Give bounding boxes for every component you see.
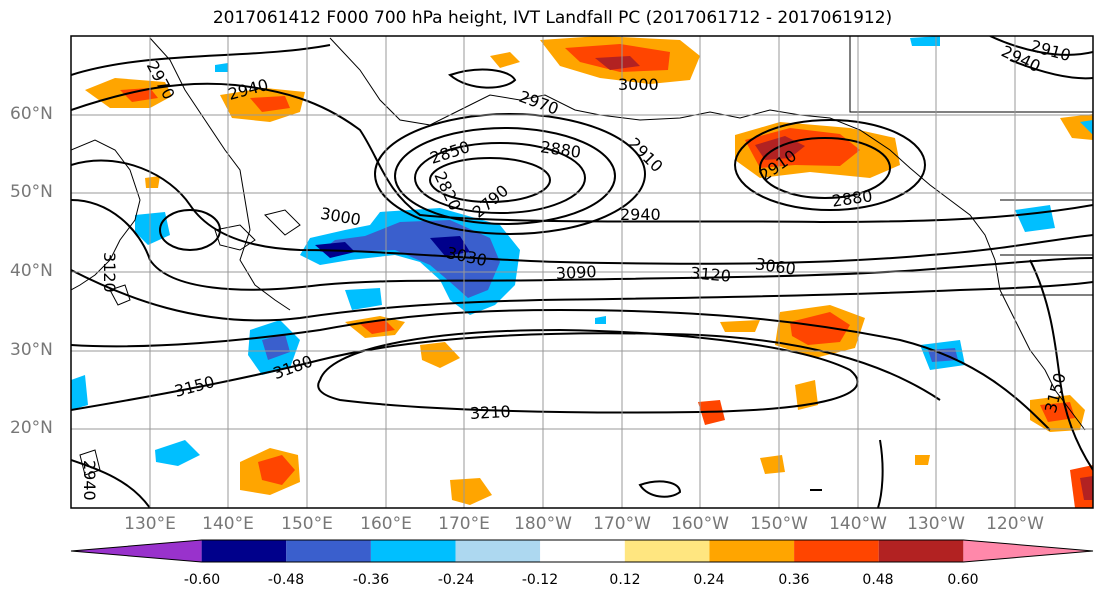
lon-label-150e: 150°E [281, 514, 333, 534]
colorbar-segment [455, 540, 541, 562]
lon-label-130w: 130°W [907, 514, 965, 534]
colorbar-tick-label: 0.48 [862, 572, 894, 588]
contour-label: 3000 [618, 75, 659, 94]
colorbar-tick-label: 0.24 [693, 572, 725, 588]
lon-label-130e: 130°E [124, 514, 176, 534]
colorbar-segment [286, 540, 371, 562]
height-contours [71, 36, 1093, 508]
contour-label: 3090 [555, 262, 597, 283]
contour-label: 3120 [100, 252, 119, 293]
colorbar-segment [540, 540, 625, 562]
lon-label-140w: 140°W [829, 514, 887, 534]
contour-label: 2940 [620, 205, 661, 224]
map-title: 2017061412 F000 700 hPa height, IVT Land… [212, 8, 893, 28]
colorbar-tick-label: -0.12 [521, 572, 559, 588]
lat-label-30n: 30°N [10, 340, 53, 360]
colorbar-tick-label: -0.60 [183, 572, 221, 588]
colorbar [70, 539, 1094, 563]
contour-label: 3210 [469, 402, 511, 423]
colorbar-tick-label: 0.12 [609, 572, 641, 588]
colorbar-tick-label: 0.60 [947, 572, 979, 588]
colorbar-segment [201, 540, 287, 562]
colorbar-segment [71, 540, 202, 562]
colorbar-tick-label: -0.24 [437, 572, 475, 588]
lon-label-160w: 160°W [671, 514, 729, 534]
colorbar-outline [70, 539, 1094, 563]
lat-label-60n: 60°N [10, 104, 53, 124]
colorbar-segment [370, 540, 456, 562]
plot-frame [70, 35, 1094, 509]
colorbar-tick-label: 0.36 [778, 572, 810, 588]
colorbar-segment [878, 540, 964, 562]
lon-label-170e: 170°E [438, 514, 490, 534]
colorbar-segment [624, 540, 710, 562]
lon-label-160e: 160°E [360, 514, 412, 534]
lon-label-170w: 170°W [593, 514, 651, 534]
contour-labels: 2970 2940 3000 2970 2850 2880 2910 2820 … [80, 36, 1073, 501]
contour-label: 2940 [80, 460, 99, 501]
lat-label-20n: 20°N [10, 418, 53, 438]
lon-label-140e: 140°E [202, 514, 254, 534]
colorbar-segment [794, 540, 879, 562]
ivt-positive-shading [85, 36, 1093, 508]
lat-label-50n: 50°N [10, 182, 53, 202]
graticule [71, 36, 1093, 508]
contour-label: 3120 [689, 263, 731, 285]
lon-label-180w: 180°W [514, 514, 572, 534]
lat-label-40n: 40°N [10, 261, 53, 281]
lon-label-150w: 150°W [750, 514, 808, 534]
colorbar-segment [963, 540, 1093, 562]
colorbar-tick-label: -0.48 [267, 572, 305, 588]
colorbar-tick-label: -0.36 [352, 572, 390, 588]
colorbar-segment [709, 540, 795, 562]
lon-label-120w: 120°W [986, 514, 1044, 534]
